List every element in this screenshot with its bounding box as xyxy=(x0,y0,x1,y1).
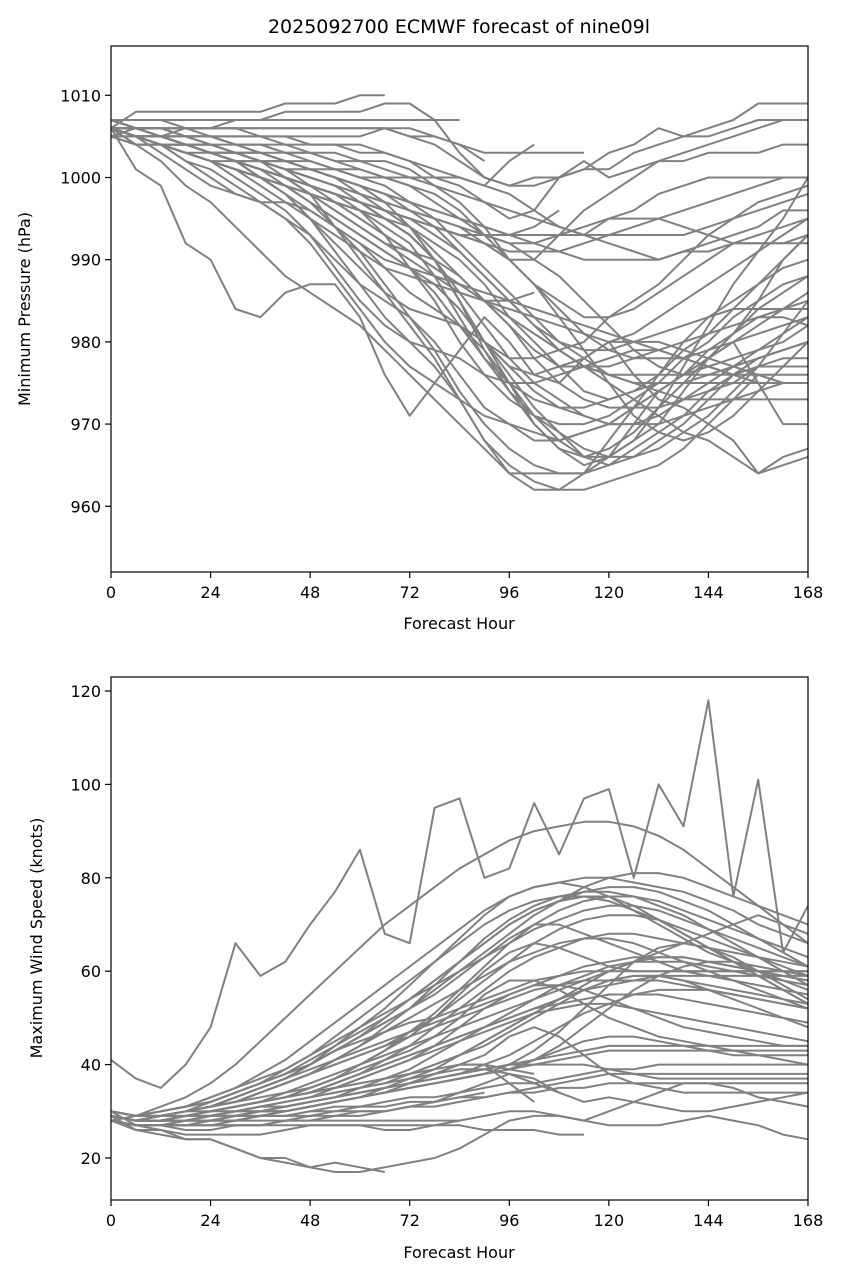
pressure-series-line-m24 xyxy=(110,127,809,442)
pressure-series-line-m49 xyxy=(110,127,809,426)
pressure-x-ticks: 0 24 48 72 96 120 144 168 xyxy=(106,572,823,602)
pressure-series-line-m03 xyxy=(111,102,808,187)
pressure-y-tick-label: 980 xyxy=(70,333,101,352)
pressure-series-line-m01 xyxy=(110,94,385,130)
pressure-y-tick-label: 990 xyxy=(70,251,101,270)
pressure-series-line-m28 xyxy=(110,127,809,319)
wind-series-line-m36 xyxy=(110,979,809,1122)
wind-series-line-m49 xyxy=(110,932,809,1122)
pressure-series-line-m23 xyxy=(110,127,808,475)
pressure-y-ticks: 960 970 980 990 1000 1010 xyxy=(60,86,111,516)
chart-title: 2025092700 ECMWF forecast of nine09l xyxy=(268,16,650,38)
pressure-series-line-m07 xyxy=(111,119,808,220)
wind-series-group xyxy=(110,699,809,1173)
wind-x-axis-label: Forecast Hour xyxy=(403,1243,515,1262)
wind-series-line-m37 xyxy=(110,1063,808,1127)
wind-series-line-m14 xyxy=(110,923,809,1117)
pressure-x-tick-label: 72 xyxy=(400,583,420,602)
wind-y-tick-label: 100 xyxy=(70,775,101,794)
wind-series-line-m48 xyxy=(110,974,808,1122)
wind-x-tick-label: 120 xyxy=(594,1211,625,1230)
pressure-x-tick-label: 120 xyxy=(594,583,625,602)
pressure-x-tick-label: 24 xyxy=(200,583,220,602)
wind-y-tick-label: 20 xyxy=(81,1149,101,1168)
wind-series-line-m20 xyxy=(110,974,809,1122)
wind-series-line-m21 xyxy=(110,890,809,1122)
pressure-plot-frame xyxy=(110,45,809,573)
pressure-x-tick-label: 168 xyxy=(793,583,824,602)
wind-series-line-m29 xyxy=(110,1072,808,1127)
wind-y-ticks: 20 40 60 80 100 120 xyxy=(70,682,111,1168)
pressure-series-line-m48 xyxy=(110,127,808,401)
wind-series-line-m05 xyxy=(110,1119,584,1136)
pressure-series-group xyxy=(110,94,809,491)
wind-x-ticks: 0 24 48 72 96 120 144 168 xyxy=(106,1200,823,1230)
pressure-x-tick-label: 0 xyxy=(106,583,116,602)
wind-series-line-m04 xyxy=(110,1110,809,1141)
pressure-y-tick-label: 970 xyxy=(70,415,101,434)
wind-y-tick-label: 40 xyxy=(81,1056,101,1075)
wind-series-line-m25 xyxy=(110,1002,809,1122)
pressure-x-tick-label: 144 xyxy=(693,583,724,602)
wind-x-tick-label: 144 xyxy=(693,1211,724,1230)
pressure-y-tick-label: 1010 xyxy=(60,86,101,105)
wind-series-line-m44 xyxy=(110,974,809,1122)
wind-x-tick-label: 96 xyxy=(499,1211,519,1230)
pressure-series-line-m50 xyxy=(110,127,809,360)
wind-series-line-m30 xyxy=(110,970,808,1117)
pressure-series-line-m44 xyxy=(110,127,809,376)
wind-x-tick-label: 0 xyxy=(106,1211,116,1230)
pressure-panel: 2025092700 ECMWF forecast of nine09l 0 24… xyxy=(15,16,823,633)
wind-series-line-m40 xyxy=(110,904,809,1117)
pressure-x-tick-label: 48 xyxy=(300,583,320,602)
pressure-series-line-m43 xyxy=(111,127,808,384)
wind-y-tick-label: 60 xyxy=(81,962,101,981)
wind-y-tick-label: 80 xyxy=(81,869,101,888)
wind-x-tick-label: 24 xyxy=(200,1211,220,1230)
wind-series-line-m23 xyxy=(110,820,809,1117)
pressure-series-line-m32 xyxy=(110,119,809,236)
pressure-series-line-m40 xyxy=(110,119,808,426)
pressure-x-axis-label: Forecast Hour xyxy=(403,614,515,633)
pressure-y-tick-label: 1000 xyxy=(60,169,101,188)
pressure-y-tick-label: 960 xyxy=(70,497,101,516)
wind-x-tick-label: 168 xyxy=(793,1211,824,1230)
pressure-y-axis-label: Minimum Pressure (hPa) xyxy=(15,212,34,406)
pressure-x-tick-label: 96 xyxy=(499,583,519,602)
wind-y-tick-label: 120 xyxy=(70,682,101,701)
wind-series-line-m22 xyxy=(110,699,809,1089)
wind-panel: 0 24 48 72 96 120 144 168 20 40 60 80 100 120 Foreca… xyxy=(27,676,823,1262)
wind-x-tick-label: 48 xyxy=(300,1211,320,1230)
wind-y-axis-label: Maximum Wind Speed (knots) xyxy=(27,818,46,1059)
wind-plot-frame xyxy=(110,676,809,1201)
wind-x-tick-label: 72 xyxy=(400,1211,420,1230)
wind-series-line-m50 xyxy=(110,988,809,1122)
